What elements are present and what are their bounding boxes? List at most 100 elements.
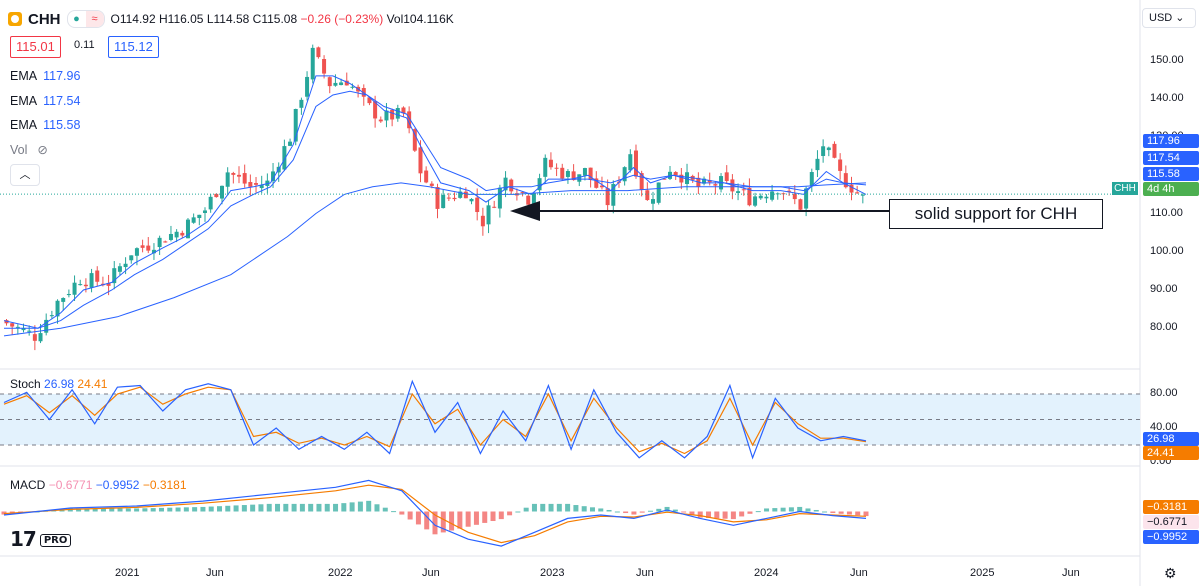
candle-body xyxy=(565,171,570,177)
ask-price[interactable]: 115.12 xyxy=(108,36,159,58)
currency-select[interactable]: USD ⌄ xyxy=(1142,8,1196,28)
candle-body xyxy=(662,178,667,180)
candle-body xyxy=(185,219,190,239)
ema-legend-3[interactable]: EMA 115.58 xyxy=(10,118,81,132)
macd-hist-bar xyxy=(299,503,305,512)
macd-hist-bar xyxy=(780,507,786,512)
status-pill[interactable]: ● ≈ xyxy=(66,10,105,28)
macd-hist-bar xyxy=(515,511,521,513)
macd-hist-bar xyxy=(490,511,496,522)
ema-legend-1[interactable]: EMA 117.96 xyxy=(10,69,81,83)
time-tick-label: Jun xyxy=(636,567,654,579)
candle-body xyxy=(492,206,497,208)
ema-line-long xyxy=(3,182,867,337)
bid-price[interactable]: 115.01 xyxy=(10,36,61,58)
tradingview-logo[interactable]: 17 PRO xyxy=(10,527,72,551)
candle-body xyxy=(639,173,644,190)
macd-hist-bar xyxy=(730,511,736,520)
time-tick-label: 2024 xyxy=(754,567,779,579)
macd-hist-bar xyxy=(598,508,604,512)
candle-body xyxy=(685,172,690,184)
symbol-name[interactable]: CHH xyxy=(28,10,61,28)
macd-hist-bar xyxy=(863,511,869,517)
candle-body xyxy=(832,143,837,158)
candle-body xyxy=(146,245,151,251)
macd-hist-bar xyxy=(498,511,504,520)
macd-hist-bar xyxy=(382,507,388,512)
macd-hist-bar xyxy=(366,500,372,512)
eye-off-icon[interactable]: ⊘ xyxy=(37,143,48,157)
macd-hist-bar xyxy=(822,511,828,513)
candle-body xyxy=(849,184,854,193)
candle-body xyxy=(316,47,321,58)
macd-hist-bar xyxy=(250,504,256,512)
candle-body xyxy=(55,300,60,317)
candle-body xyxy=(4,320,9,324)
macd-hist-bar xyxy=(755,511,761,513)
candle-body xyxy=(271,171,276,182)
candle-body xyxy=(168,233,173,240)
candle-body xyxy=(407,111,412,129)
candle-body xyxy=(395,108,400,119)
macd-hist-bar xyxy=(838,511,844,514)
candle-body xyxy=(843,173,848,188)
macd-hist-bar xyxy=(349,502,355,512)
stoch-legend[interactable]: Stoch 26.98 24.41 xyxy=(10,377,108,391)
macd-hist-bar xyxy=(714,511,720,519)
candle-body xyxy=(288,141,293,146)
candle-body xyxy=(770,191,775,200)
candle-body xyxy=(758,195,763,199)
macd-hist-bar xyxy=(797,506,803,512)
price-line-symbol: CHH xyxy=(1112,182,1138,195)
candle-body xyxy=(157,237,162,248)
macd-hist-bar xyxy=(158,507,164,512)
macd-hist-bar xyxy=(548,503,554,512)
macd-hist-bar xyxy=(233,505,239,512)
vol-legend[interactable]: Vol ⊘ xyxy=(10,143,48,157)
macd-hist-bar xyxy=(813,509,819,512)
candle-body xyxy=(191,217,196,223)
candle-body xyxy=(747,187,752,206)
candle-body xyxy=(134,248,139,256)
price-tick-label: 90.00 xyxy=(1150,283,1178,295)
candle-body xyxy=(753,196,758,206)
candle-body xyxy=(174,231,179,238)
macd-legend[interactable]: MACD −0.6771 −0.9952 −0.3181 xyxy=(10,478,187,492)
candle-body xyxy=(855,192,860,194)
candle-body xyxy=(129,255,134,261)
macd-hist-bar xyxy=(846,511,852,515)
macd-hist-bar xyxy=(424,511,430,530)
candle-body xyxy=(32,334,37,341)
price-tick-label: 140.00 xyxy=(1150,91,1184,104)
candle-body xyxy=(452,197,457,200)
stoch-k-tag: 26.98 xyxy=(1143,432,1199,446)
macd-signal-tag: −0.3181 xyxy=(1143,500,1199,514)
macd-hist-bar xyxy=(540,503,546,512)
macd-hist-bar xyxy=(175,507,181,512)
candle-body xyxy=(44,319,49,333)
candle-body xyxy=(645,190,650,201)
candle-body xyxy=(117,266,122,272)
macd-hist-bar xyxy=(324,503,330,512)
candle-body xyxy=(651,199,655,204)
time-tick-label: Jun xyxy=(1062,567,1080,579)
ema-line-mid xyxy=(4,90,867,329)
macd-hist-bar xyxy=(266,503,272,512)
market-open-icon: ● xyxy=(73,13,80,25)
macd-hist-bar xyxy=(830,511,836,514)
support-annotation[interactable]: solid support for CHH xyxy=(889,199,1103,229)
ema-legend-2[interactable]: EMA 117.54 xyxy=(10,94,81,108)
macd-hist-bar xyxy=(465,511,471,527)
candle-body xyxy=(594,178,599,188)
macd-hist-bar xyxy=(573,505,579,512)
collapse-legend-button[interactable]: ︿ xyxy=(10,164,40,186)
candle-body xyxy=(605,188,610,206)
candle-body xyxy=(163,241,168,243)
candle-body xyxy=(305,76,310,97)
gear-icon[interactable]: ⚙ xyxy=(1164,565,1177,581)
candle-body xyxy=(112,268,117,284)
candle-body xyxy=(83,284,88,287)
candle-body xyxy=(503,177,508,191)
candle-body xyxy=(435,187,440,209)
